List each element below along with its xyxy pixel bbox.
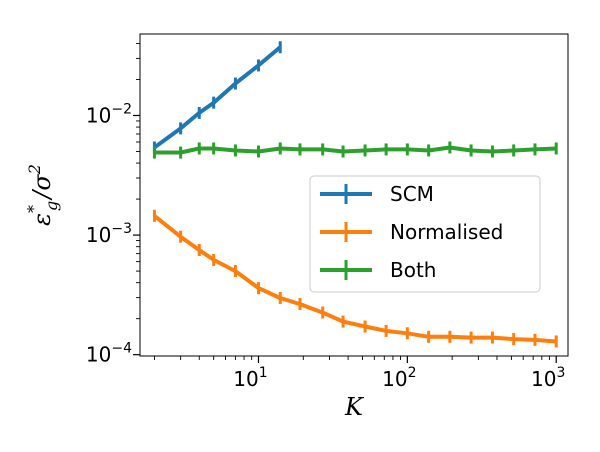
- x-tick-label: 101: [233, 365, 267, 391]
- legend-box: [309, 175, 541, 293]
- legend-label: SCM: [390, 182, 434, 206]
- x-axis-label: K: [344, 393, 365, 421]
- x-tick-label: 103: [531, 365, 565, 391]
- series-line-0: [153, 45, 282, 150]
- x-tick-label: 102: [382, 365, 416, 391]
- legend-label: Both: [390, 258, 436, 282]
- series-line-2: [154, 145, 557, 155]
- y-tick-label: 10−4: [86, 341, 132, 367]
- plot-frame: [139, 33, 569, 357]
- legend-label: Normalised: [390, 220, 503, 244]
- legend: SCM Normalised Both: [309, 175, 541, 293]
- y-axis-label: ε*g/σ2: [24, 164, 61, 226]
- series-line-1: [153, 214, 557, 344]
- series-layer: [152, 41, 558, 348]
- tick-layer: 101 102 103 10−4 10−3 10−2: [86, 43, 565, 391]
- y-tick-label: 10−2: [86, 101, 132, 127]
- y-tick-label: 10−3: [86, 221, 132, 247]
